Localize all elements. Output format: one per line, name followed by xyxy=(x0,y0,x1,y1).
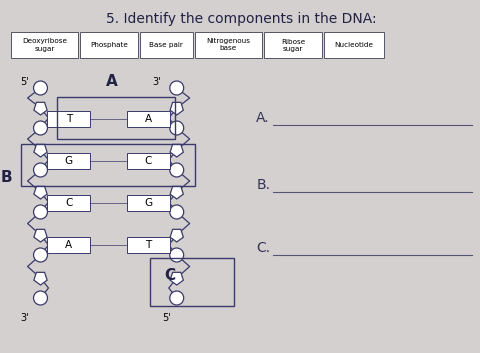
Circle shape xyxy=(170,248,184,262)
FancyBboxPatch shape xyxy=(48,195,90,211)
FancyBboxPatch shape xyxy=(324,32,384,58)
Circle shape xyxy=(170,291,184,305)
Text: A: A xyxy=(65,240,72,250)
FancyBboxPatch shape xyxy=(80,32,138,58)
FancyBboxPatch shape xyxy=(48,237,90,253)
Text: Ribose
sugar: Ribose sugar xyxy=(281,38,305,52)
Text: C: C xyxy=(65,198,72,208)
Text: A: A xyxy=(145,114,152,124)
Polygon shape xyxy=(170,272,183,285)
Text: Base pair: Base pair xyxy=(149,42,183,48)
Text: C.: C. xyxy=(256,241,270,255)
Text: G: G xyxy=(144,198,153,208)
Text: T: T xyxy=(145,240,152,250)
Polygon shape xyxy=(34,229,47,242)
FancyBboxPatch shape xyxy=(194,32,262,58)
FancyBboxPatch shape xyxy=(48,111,90,127)
Circle shape xyxy=(170,205,184,219)
Text: T: T xyxy=(66,114,72,124)
Text: 5': 5' xyxy=(162,313,171,323)
FancyBboxPatch shape xyxy=(127,153,170,169)
Text: B.: B. xyxy=(256,178,270,192)
Polygon shape xyxy=(170,229,183,242)
FancyBboxPatch shape xyxy=(127,195,170,211)
Circle shape xyxy=(34,205,48,219)
Text: C: C xyxy=(144,156,152,166)
Circle shape xyxy=(34,81,48,95)
Text: Deoxyribose
sugar: Deoxyribose sugar xyxy=(22,38,67,52)
Polygon shape xyxy=(34,144,47,157)
Polygon shape xyxy=(170,144,183,157)
Text: B: B xyxy=(1,170,12,185)
FancyBboxPatch shape xyxy=(11,32,78,58)
Circle shape xyxy=(34,248,48,262)
Text: 5. Identify the components in the DNA:: 5. Identify the components in the DNA: xyxy=(106,12,377,26)
Circle shape xyxy=(34,291,48,305)
Text: A.: A. xyxy=(256,111,270,125)
Polygon shape xyxy=(34,272,47,285)
Text: Phosphate: Phosphate xyxy=(90,42,128,48)
Text: C: C xyxy=(164,268,175,283)
Text: 3': 3' xyxy=(153,77,161,87)
FancyBboxPatch shape xyxy=(140,32,192,58)
FancyBboxPatch shape xyxy=(48,153,90,169)
FancyBboxPatch shape xyxy=(264,32,322,58)
FancyBboxPatch shape xyxy=(127,111,170,127)
Circle shape xyxy=(34,121,48,135)
Text: 5': 5' xyxy=(20,77,29,87)
Polygon shape xyxy=(34,186,47,199)
Polygon shape xyxy=(34,102,47,115)
Circle shape xyxy=(170,163,184,177)
Circle shape xyxy=(170,81,184,95)
Circle shape xyxy=(34,163,48,177)
Text: A: A xyxy=(106,74,118,89)
Text: G: G xyxy=(65,156,73,166)
Polygon shape xyxy=(170,186,183,199)
FancyBboxPatch shape xyxy=(127,237,170,253)
Text: 3': 3' xyxy=(20,313,29,323)
Text: Nitrogenous
base: Nitrogenous base xyxy=(206,38,251,52)
Text: Nucleotide: Nucleotide xyxy=(334,42,373,48)
Circle shape xyxy=(170,121,184,135)
Polygon shape xyxy=(170,102,183,115)
